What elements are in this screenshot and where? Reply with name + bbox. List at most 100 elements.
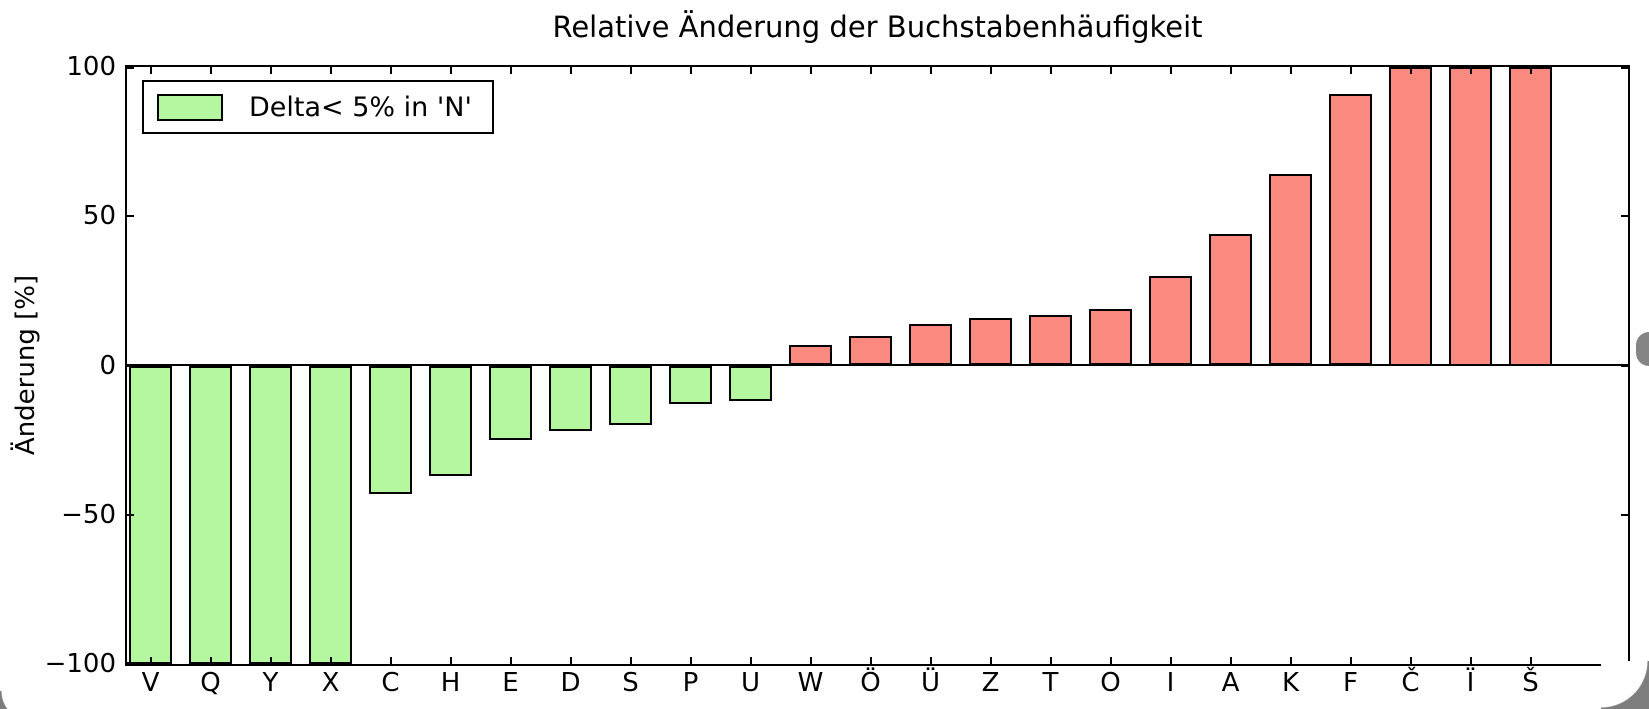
x-tick-bottom-T bbox=[1049, 657, 1052, 664]
x-tick-label-Ü: Ü bbox=[920, 668, 941, 698]
x-tick-top-H bbox=[449, 67, 452, 74]
x-tick-bottom-V bbox=[149, 657, 152, 664]
x-tick-top-Ö bbox=[869, 67, 872, 74]
y-tick-left-−100 bbox=[127, 662, 134, 664]
x-tick-label-S: S bbox=[622, 668, 639, 698]
x-tick-label-H: H bbox=[440, 668, 461, 698]
x-tick-bottom-Š bbox=[1529, 657, 1532, 664]
x-tick-bottom-Ü bbox=[929, 657, 932, 664]
x-tick-label-Ö: Ö bbox=[860, 668, 881, 698]
x-tick-label-Č: Č bbox=[1401, 668, 1420, 698]
x-tick-top-O bbox=[1109, 67, 1112, 74]
x-tick-top-S bbox=[629, 67, 632, 74]
x-tick-bottom-Č bbox=[1409, 657, 1412, 664]
x-tick-bottom-X bbox=[329, 657, 332, 664]
y-tick-right-0 bbox=[1621, 364, 1628, 367]
y-tick-right-−50 bbox=[1621, 513, 1628, 516]
x-tick-bottom-Q bbox=[209, 657, 212, 664]
bar-H bbox=[429, 365, 472, 476]
bar-Z bbox=[969, 317, 1012, 366]
x-tick-top-F bbox=[1349, 67, 1352, 74]
window-corner-artifact-bottom-right bbox=[1601, 661, 1649, 709]
bar-A bbox=[1209, 234, 1252, 366]
y-tick-label-0: 0 bbox=[99, 350, 116, 381]
x-tick-top-Q bbox=[209, 67, 212, 74]
y-tick-left-50 bbox=[127, 215, 134, 218]
y-tick-right-100 bbox=[1621, 67, 1628, 69]
x-tick-label-E: E bbox=[502, 668, 519, 698]
bar-E bbox=[489, 365, 532, 441]
x-tick-top-A bbox=[1229, 67, 1232, 74]
x-tick-label-C: C bbox=[381, 668, 400, 698]
x-tick-label-X: X bbox=[321, 668, 340, 698]
y-tick-right-50 bbox=[1621, 215, 1628, 218]
y-tick-left-−50 bbox=[127, 513, 134, 516]
x-tick-top-X bbox=[329, 67, 332, 74]
x-tick-bottom-K bbox=[1289, 657, 1292, 664]
bar-Ï bbox=[1449, 67, 1492, 366]
bar-P bbox=[669, 365, 712, 405]
x-tick-bottom-F bbox=[1349, 657, 1352, 664]
x-tick-bottom-U bbox=[749, 657, 752, 664]
x-tick-top-W bbox=[809, 67, 812, 74]
x-tick-top-T bbox=[1049, 67, 1052, 74]
legend: Delta< 5% in 'N' bbox=[142, 80, 494, 134]
y-tick-label-−100: −100 bbox=[44, 649, 116, 679]
x-tick-bottom-S bbox=[629, 657, 632, 664]
x-tick-bottom-C bbox=[389, 657, 392, 664]
x-tick-label-F: F bbox=[1343, 668, 1358, 698]
x-tick-bottom-E bbox=[509, 657, 512, 664]
x-tick-bottom-H bbox=[449, 657, 452, 664]
bar-U bbox=[729, 365, 772, 402]
x-tick-label-K: K bbox=[1281, 668, 1300, 698]
bar-Ü bbox=[909, 323, 952, 366]
bar-Č bbox=[1389, 67, 1432, 366]
legend-swatch-green bbox=[157, 93, 223, 121]
x-tick-top-E bbox=[509, 67, 512, 74]
x-tick-top-Z bbox=[989, 67, 992, 74]
x-tick-label-V: V bbox=[141, 668, 160, 698]
x-tick-top-P bbox=[689, 67, 692, 74]
x-tick-bottom-O bbox=[1109, 657, 1112, 664]
bar-F bbox=[1329, 93, 1372, 366]
x-tick-label-D: D bbox=[560, 668, 581, 698]
x-tick-label-Š: Š bbox=[1522, 668, 1539, 698]
x-tick-top-Č bbox=[1409, 67, 1412, 74]
y-tick-label-50: 50 bbox=[82, 201, 116, 232]
x-tick-bottom-W bbox=[809, 657, 812, 664]
x-tick-bottom-Z bbox=[989, 657, 992, 664]
x-tick-top-K bbox=[1289, 67, 1292, 74]
chart-title: Relative Änderung der Buchstabenhäufigke… bbox=[552, 10, 1203, 44]
x-tick-label-W: W bbox=[797, 668, 824, 698]
window-corner-artifact-bottom-left bbox=[0, 691, 32, 709]
x-tick-top-Š bbox=[1529, 67, 1532, 74]
y-tick-label-100: 100 bbox=[66, 52, 116, 82]
y-tick-label-−50: −50 bbox=[61, 499, 116, 530]
bar-T bbox=[1029, 314, 1072, 366]
bar-Š bbox=[1509, 67, 1552, 366]
bar-S bbox=[609, 365, 652, 426]
x-tick-label-P: P bbox=[682, 668, 699, 698]
x-tick-top-Ü bbox=[929, 67, 932, 74]
window-edge-artifact-right bbox=[1636, 332, 1649, 366]
bar-O bbox=[1089, 308, 1132, 366]
x-tick-bottom-Y bbox=[269, 657, 272, 664]
x-tick-top-U bbox=[749, 67, 752, 74]
bar-C bbox=[369, 365, 412, 494]
x-tick-label-T: T bbox=[1042, 668, 1059, 698]
bar-X bbox=[309, 365, 352, 664]
x-tick-label-A: A bbox=[1221, 668, 1240, 698]
bar-I bbox=[1149, 275, 1192, 366]
x-tick-top-Y bbox=[269, 67, 272, 74]
x-tick-bottom-Ï bbox=[1469, 657, 1472, 664]
x-tick-bottom-Ö bbox=[869, 657, 872, 664]
x-tick-label-O: O bbox=[1100, 668, 1121, 698]
bar-Q bbox=[189, 365, 232, 664]
x-tick-label-Ï: Ï bbox=[1466, 668, 1475, 698]
x-tick-bottom-A bbox=[1229, 657, 1232, 664]
y-tick-left-0 bbox=[127, 364, 134, 367]
bar-V bbox=[129, 365, 172, 664]
x-tick-top-D bbox=[569, 67, 572, 74]
bar-K bbox=[1269, 174, 1312, 366]
